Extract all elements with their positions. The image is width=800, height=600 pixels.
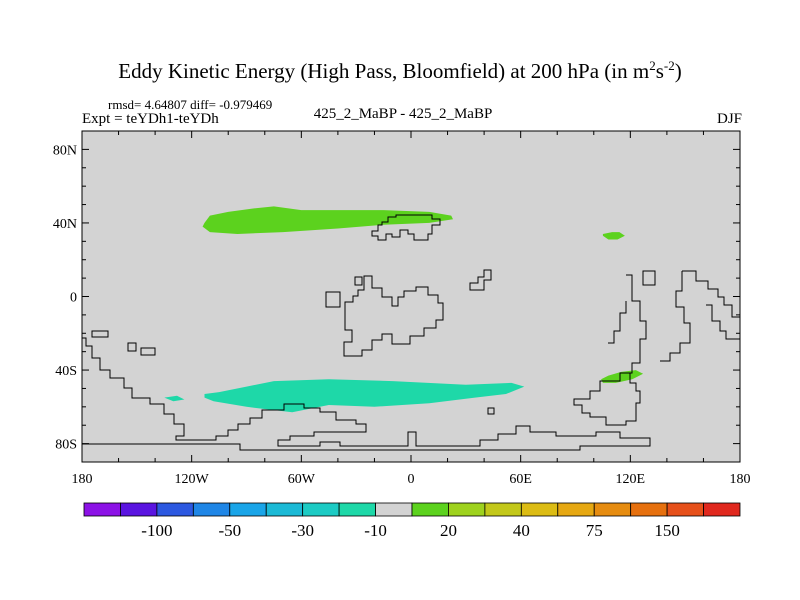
region-north-atlantic-positive <box>202 206 453 234</box>
colorbar-swatch <box>375 502 413 517</box>
region-southern-pacific-negative <box>164 395 185 402</box>
colorbar: -100 -50 -30 -10 20 40 75 150 <box>83 502 741 540</box>
coastline-8 <box>642 270 656 286</box>
colorbar-swatch <box>192 502 231 517</box>
coastline-12 <box>608 301 627 344</box>
region-north-pacific-positive <box>602 232 625 240</box>
colorbar-swatch <box>448 502 486 517</box>
colorbar-swatch <box>520 502 559 517</box>
coastline-7 <box>140 347 156 356</box>
axis-ticks: 180 120W 60W 0 60E 120E 180 80N 40N 0 40S 80S <box>53 131 751 487</box>
season-label: DJF <box>716 111 742 127</box>
x-tick-label: 180 <box>730 472 751 487</box>
x-tick-label: 180 <box>72 472 93 487</box>
case-label: 425_2_MaBP - 425_2_MaBP <box>313 106 493 122</box>
x-tick-label: 120W <box>175 472 210 487</box>
colorbar-swatch <box>666 502 704 517</box>
plot-area <box>82 131 740 462</box>
colorbar-label: -50 <box>218 521 241 540</box>
colorbar-swatch <box>593 502 632 517</box>
y-tick-label: 40N <box>53 217 77 232</box>
chart-title: Eddy Kinetic Energy (High Pass, Bloomfie… <box>118 58 682 83</box>
colorbar-swatch <box>703 502 741 517</box>
colorbar-swatch <box>302 502 340 517</box>
colorbar-swatch <box>265 502 304 517</box>
y-tick-label: 80N <box>53 143 77 158</box>
x-tick-label: 60W <box>288 472 316 487</box>
coastline-13 <box>682 270 740 318</box>
colorbar-label: -30 <box>291 521 314 540</box>
coastlines <box>82 214 740 451</box>
x-tick-label: 120E <box>616 472 646 487</box>
coastline-5 <box>91 330 109 338</box>
coastline-15 <box>706 304 740 340</box>
colorbar-swatch <box>630 502 668 517</box>
region-australia-positive <box>601 370 644 383</box>
x-tick-label: 60E <box>509 472 532 487</box>
colorbar-swatch <box>229 502 267 517</box>
coastline-3 <box>343 275 444 357</box>
colorbar-label: 40 <box>513 521 530 540</box>
colorbar-swatch <box>411 502 449 517</box>
coastline-14 <box>660 271 691 362</box>
experiment-label: Expt = teYDh1-teYDh <box>82 111 219 127</box>
stats-label: rmsd= 4.64807 diff= -0.979469 <box>108 97 273 112</box>
coastline-0 <box>371 214 441 241</box>
coastline-1 <box>354 276 363 286</box>
coastline-6 <box>127 342 137 352</box>
colorbar-swatch <box>83 502 121 517</box>
colorbar-label: -100 <box>141 521 172 540</box>
colorbar-swatch <box>484 502 522 517</box>
coastline-10 <box>487 407 495 415</box>
y-tick-label: 0 <box>70 291 77 306</box>
colorbar-label: 75 <box>586 521 603 540</box>
y-tick-label: 80S <box>55 438 77 453</box>
colorbar-label: -10 <box>364 521 387 540</box>
colorbar-swatch <box>120 502 158 517</box>
plot-background <box>82 131 740 462</box>
x-tick-label: 0 <box>408 472 415 487</box>
coastline-2 <box>325 291 341 308</box>
colorbar-swatch <box>557 502 595 517</box>
colorbar-label: 20 <box>440 521 457 540</box>
colorbar-swatch <box>156 502 194 517</box>
coastline-9 <box>82 337 651 451</box>
coastline-4 <box>469 269 492 291</box>
colorbar-swatch <box>338 502 376 517</box>
colorbar-label: 150 <box>654 521 680 540</box>
coastline-11 <box>573 274 647 426</box>
y-tick-label: 40S <box>55 364 77 379</box>
